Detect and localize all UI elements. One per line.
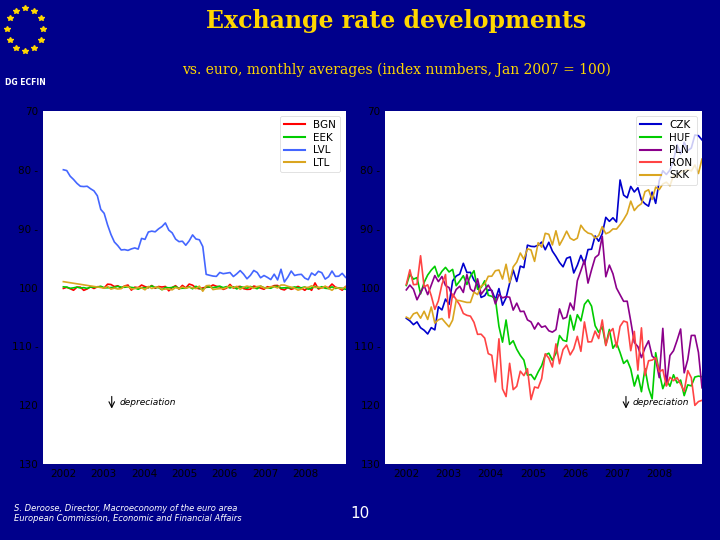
Text: DG ECFIN: DG ECFIN	[5, 78, 45, 87]
Legend: CZK, HUF, PLN, RON, SKK: CZK, HUF, PLN, RON, SKK	[636, 116, 697, 185]
Text: depreciation: depreciation	[120, 399, 176, 408]
Text: 10: 10	[351, 506, 369, 521]
Text: S. Deroose, Director, Macroeconomy of the euro area
European Commission, Economi: S. Deroose, Director, Macroeconomy of th…	[14, 504, 242, 523]
Legend: BGN, EEK, LVL, LTL: BGN, EEK, LVL, LTL	[280, 116, 341, 172]
Text: depreciation: depreciation	[632, 399, 689, 408]
Text: Exchange rate developments: Exchange rate developments	[206, 9, 586, 33]
Text: vs. euro, monthly averages (index numbers, Jan 2007 = 100): vs. euro, monthly averages (index number…	[181, 63, 611, 77]
